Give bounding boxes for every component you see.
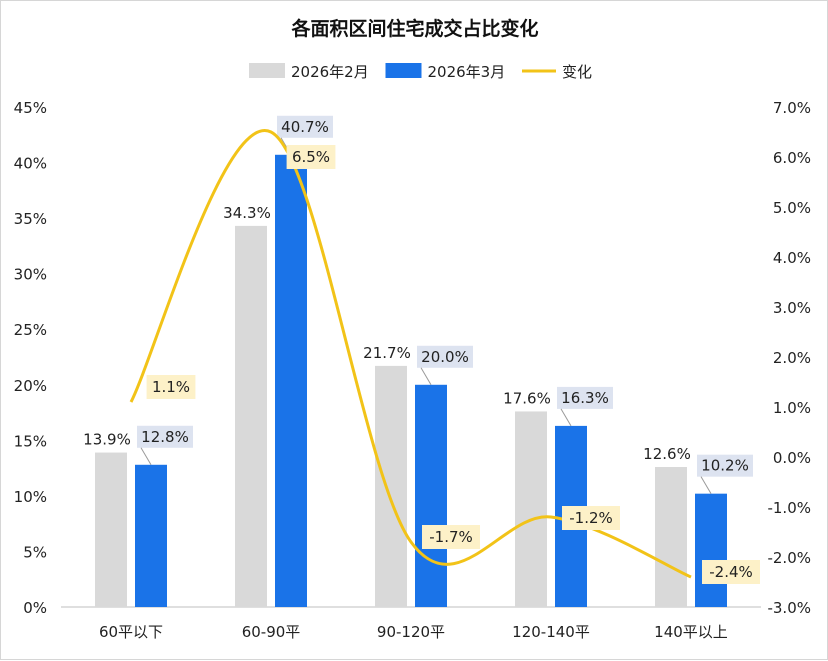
bar-mar-label: 40.7% <box>281 118 329 136</box>
change-line-labels: 1.1% 6.5% -1.7% -1.2% -2.4% <box>146 145 760 584</box>
bar-mar-label: 16.3% <box>561 389 609 407</box>
legend-swatch <box>385 63 422 78</box>
bar-mar-label-box <box>137 425 193 448</box>
bar-feb-label: 21.7% <box>363 344 411 362</box>
legend-label: 2026年3月 <box>428 63 506 81</box>
x-axis: 60平以下 60-90平 90-120平 120-140平 140平以上 <box>99 623 728 641</box>
legend-label: 2026年2月 <box>291 63 369 81</box>
y-right-tick-label: 2.0% <box>773 349 811 367</box>
bar-feb <box>235 225 267 607</box>
x-tick-label: 60-90平 <box>242 623 301 641</box>
bar-mar <box>275 154 307 607</box>
bar-mar-label-box <box>277 115 333 138</box>
y-left-tick-label: 10% <box>14 488 47 506</box>
change-label: -1.2% <box>569 509 613 527</box>
legend: 2026年2月 2026年3月 变化 <box>249 63 592 81</box>
bar-labels: 13.9% 34.3% 21.7% 17.6% 12.6% 12.8% 40.7% 20.0%… <box>83 115 753 494</box>
bar-mar-label: 10.2% <box>701 457 749 475</box>
x-tick-label: 120-140平 <box>512 623 590 641</box>
y-right-tick-label: 0.0% <box>773 449 811 467</box>
chart-title: 各面积区间住宅成交占比变化 <box>290 17 538 40</box>
bar-mar-label-leader <box>140 447 152 466</box>
change-label-box <box>702 560 760 584</box>
y-left-tick-label: 30% <box>14 266 47 284</box>
bar-feb-label: 13.9% <box>83 431 131 449</box>
bar-feb-label: 12.6% <box>643 445 691 463</box>
y-right-tick-label: -1.0% <box>767 499 811 517</box>
y-left-tick-label: 25% <box>14 321 47 339</box>
change-label: 1.1% <box>152 378 190 396</box>
change-label-box <box>562 506 620 530</box>
y-left-tick-label: 35% <box>14 210 47 228</box>
bar-mar-label-box <box>417 345 473 368</box>
change-label-box <box>146 375 196 399</box>
x-tick-label: 90-120平 <box>377 623 445 641</box>
legend-swatch <box>249 63 285 78</box>
y-left-tick-label: 45% <box>14 99 47 117</box>
y-right-tick-label: -3.0% <box>767 599 811 617</box>
change-label-box <box>286 145 336 169</box>
x-tick-label: 60平以下 <box>99 623 163 641</box>
bar-feb <box>515 411 547 607</box>
y-left-tick-label: 15% <box>14 432 47 450</box>
y-right-tick-label: 7.0% <box>773 99 811 117</box>
bar-mar <box>135 464 167 607</box>
change-label-box <box>422 525 480 549</box>
bars <box>95 154 727 607</box>
y-right-tick-label: 5.0% <box>773 199 811 217</box>
y-right-tick-label: 4.0% <box>773 249 811 267</box>
change-label: -1.7% <box>429 528 473 546</box>
bar-mar-label: 12.8% <box>141 428 189 446</box>
bar-mar-label-box <box>557 386 613 409</box>
bar-mar-label-leader <box>560 408 572 427</box>
bar-mar <box>415 384 447 607</box>
y-left-tick-label: 20% <box>14 377 47 395</box>
y-axis-left: 0% 5% 10% 15% 20% 25% 30% 35% 40% 45% <box>14 99 47 617</box>
bar-feb <box>375 365 407 607</box>
bar-mar-label-leader <box>700 476 712 494</box>
x-tick-label: 140平以上 <box>654 623 728 641</box>
bar-mar-label-leader <box>420 367 432 386</box>
bar-feb <box>655 467 687 607</box>
bar-feb <box>95 452 127 607</box>
y-right-tick-label: 1.0% <box>773 399 811 417</box>
bar-mar-label: 20.0% <box>421 348 469 366</box>
change-label: 6.5% <box>292 148 330 166</box>
y-axis-right: -3.0% -2.0% -1.0% 0.0% 1.0% 2.0% 3.0% 4.0% 5.0% 6… <box>767 99 811 617</box>
y-right-tick-label: 6.0% <box>773 149 811 167</box>
y-left-tick-label: 0% <box>23 599 47 617</box>
bar-mar <box>695 493 727 607</box>
bar-mar-label-box <box>697 454 753 477</box>
legend-label: 变化 <box>562 63 592 81</box>
bar-feb-label: 17.6% <box>503 389 551 407</box>
change-label: -2.4% <box>709 563 753 581</box>
y-right-tick-label: -2.0% <box>767 549 811 567</box>
y-left-tick-label: 40% <box>14 155 47 173</box>
y-left-tick-label: 5% <box>23 543 47 561</box>
y-right-tick-label: 3.0% <box>773 299 811 317</box>
bar-feb-label: 34.3% <box>223 204 271 222</box>
